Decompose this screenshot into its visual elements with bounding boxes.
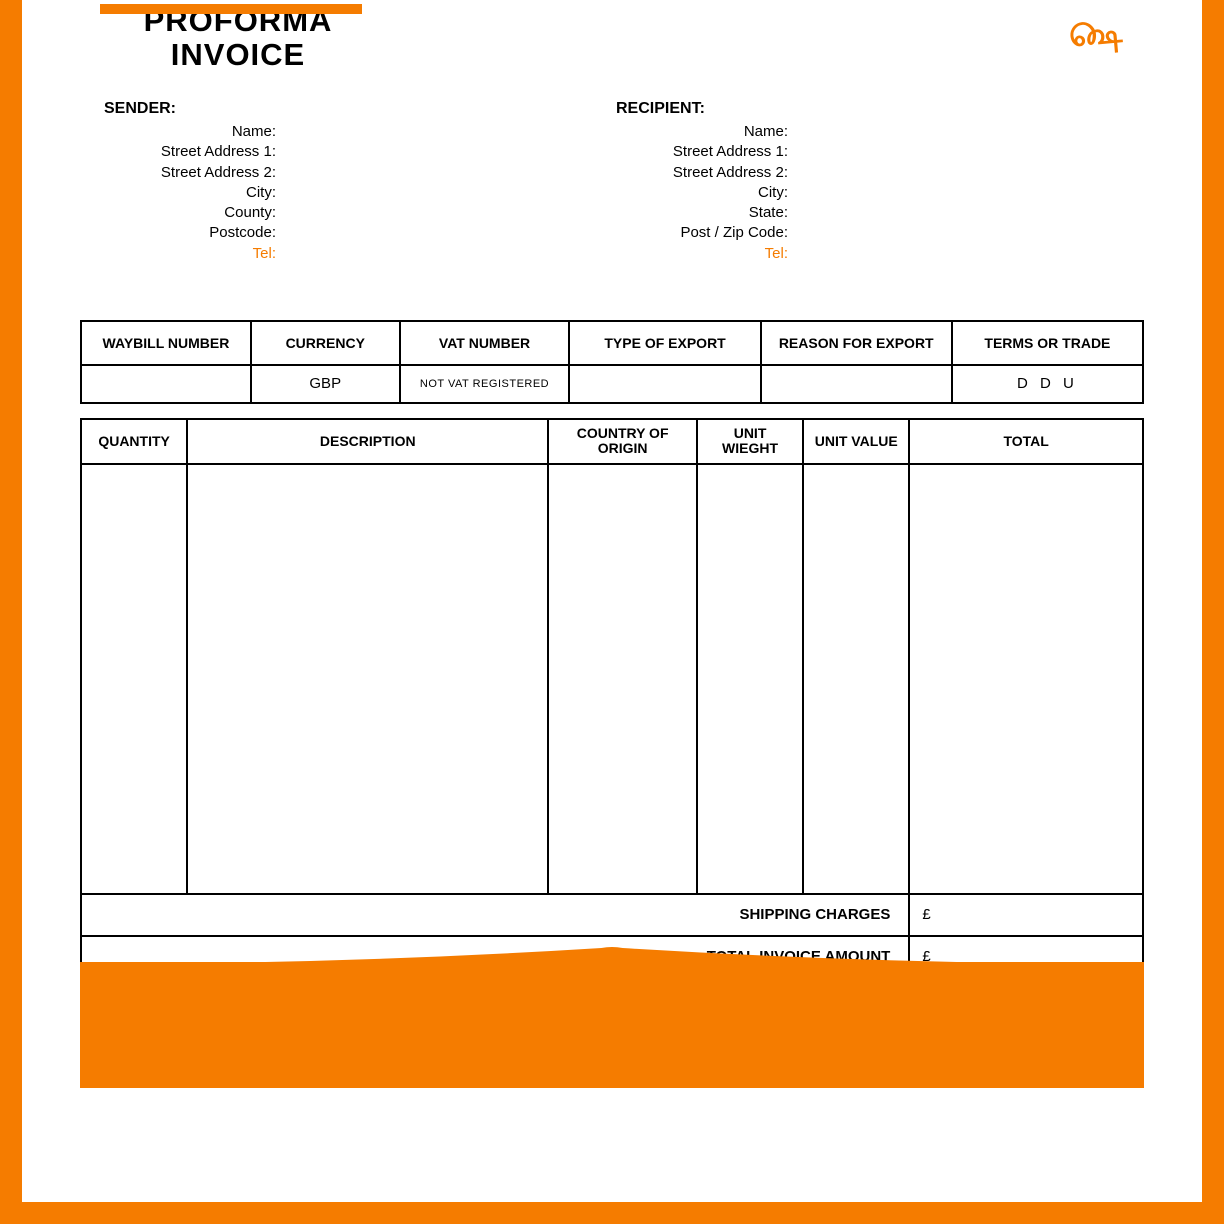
- col-total: TOTAL: [909, 419, 1143, 464]
- col-unit-value: UNIT VALUE: [803, 419, 909, 464]
- export-info-table: WAYBILL NUMBER CURRENCY VAT NUMBER TYPE …: [80, 320, 1144, 404]
- cell-country: [548, 464, 697, 894]
- cell-quantity: [81, 464, 187, 894]
- sender-addr2-label: Street Address 2:: [80, 163, 280, 183]
- col-unit-weight: UNIT WIEGHT: [697, 419, 803, 464]
- export-value-row: GBP NOT VAT REGISTERED D D U: [81, 365, 1143, 403]
- cell-description: [187, 464, 548, 894]
- items-table: QUANTITY DESCRIPTION COUNTRY OF ORIGIN U…: [80, 418, 1144, 979]
- cell-unit-value: [803, 464, 909, 894]
- sender-heading: SENDER:: [104, 100, 612, 118]
- val-currency: GBP: [251, 365, 400, 403]
- col-quantity: QUANTITY: [81, 419, 187, 464]
- sender-county-label: County:: [80, 203, 280, 223]
- header-accent-bar: [100, 4, 362, 14]
- recipient-block: RECIPIENT: Name: Street Address 1: Stree…: [612, 100, 1144, 264]
- recipient-city-label: City:: [612, 183, 792, 203]
- recipient-fields: Name: Street Address 1: Street Address 2…: [612, 122, 1144, 264]
- recipient-zip-label: Post / Zip Code:: [612, 223, 792, 243]
- sender-name-label: Name:: [80, 122, 280, 142]
- recipient-state-label: State:: [612, 203, 792, 223]
- shipping-charges-value: £: [909, 894, 1143, 936]
- col-type-export: TYPE OF EXPORT: [569, 321, 760, 365]
- recipient-heading: RECIPIENT:: [616, 100, 1144, 118]
- col-vat: VAT NUMBER: [400, 321, 570, 365]
- sender-tel-label: Tel:: [80, 244, 280, 264]
- val-terms-trade: D D U: [952, 365, 1143, 403]
- logo-flourish-icon: ௸: [1067, 12, 1124, 59]
- col-currency: CURRENCY: [251, 321, 400, 365]
- cell-total: [909, 464, 1143, 894]
- recipient-addr1-label: Street Address 1:: [612, 142, 792, 162]
- recipient-name-label: Name:: [612, 122, 792, 142]
- footer-accent-bar: [80, 962, 1144, 1088]
- recipient-tel-label: Tel:: [612, 244, 792, 264]
- col-description: DESCRIPTION: [187, 419, 548, 464]
- shipping-row: SHIPPING CHARGES £: [81, 894, 1143, 936]
- val-type-export: [569, 365, 760, 403]
- cell-unit-weight: [697, 464, 803, 894]
- shipping-charges-label: SHIPPING CHARGES: [81, 894, 909, 936]
- col-waybill: WAYBILL NUMBER: [81, 321, 251, 365]
- export-header-row: WAYBILL NUMBER CURRENCY VAT NUMBER TYPE …: [81, 321, 1143, 365]
- items-body-row: [81, 464, 1143, 894]
- document-title: PROFORMA INVOICE: [118, 4, 358, 72]
- parties-block: SENDER: Name: Street Address 1: Street A…: [80, 100, 1144, 264]
- col-country: COUNTRY OF ORIGIN: [548, 419, 697, 464]
- col-terms-trade: TERMS OR TRADE: [952, 321, 1143, 365]
- val-reason-export: [761, 365, 952, 403]
- content-area: ௸ PROFORMA INVOICE SENDER: Name: Street …: [22, 4, 1202, 1076]
- sender-fields: Name: Street Address 1: Street Address 2…: [80, 122, 612, 264]
- recipient-addr2-label: Street Address 2:: [612, 163, 792, 183]
- invoice-page: ௸ PROFORMA INVOICE SENDER: Name: Street …: [0, 0, 1224, 1224]
- items-header-row: QUANTITY DESCRIPTION COUNTRY OF ORIGIN U…: [81, 419, 1143, 464]
- val-vat: NOT VAT REGISTERED: [400, 365, 570, 403]
- title-line-2: INVOICE: [118, 38, 358, 72]
- val-waybill: [81, 365, 251, 403]
- sender-block: SENDER: Name: Street Address 1: Street A…: [80, 100, 612, 264]
- sender-city-label: City:: [80, 183, 280, 203]
- col-reason-export: REASON FOR EXPORT: [761, 321, 952, 365]
- sender-addr1-label: Street Address 1:: [80, 142, 280, 162]
- sender-postcode-label: Postcode:: [80, 223, 280, 243]
